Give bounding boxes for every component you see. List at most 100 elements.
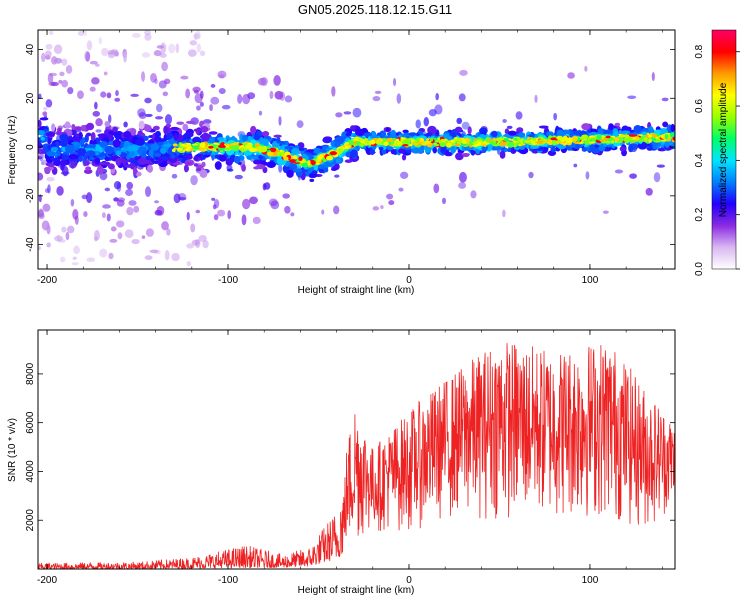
spectrogram-cell bbox=[83, 211, 88, 218]
figure-title: GN05.2025.118.12.15.G11 bbox=[297, 2, 453, 17]
y-tick-label: 40 bbox=[25, 44, 36, 56]
spectrogram-cell bbox=[177, 134, 184, 142]
y-tick-label: 0 bbox=[25, 144, 36, 150]
spectrogram-cell bbox=[86, 40, 93, 51]
spectrogram-cell bbox=[60, 139, 68, 148]
spectrogram-cell bbox=[292, 155, 298, 160]
x-tick-label: 0 bbox=[406, 275, 412, 286]
spectrogram-cell bbox=[444, 140, 449, 143]
spectrogram-cell bbox=[59, 71, 65, 77]
colorbar-tick-label: 0.6 bbox=[694, 99, 705, 113]
spectrogram-cell bbox=[199, 101, 204, 107]
spectrogram-cell bbox=[226, 168, 234, 172]
spectrogram-cell bbox=[77, 90, 84, 100]
spectrogram-cell bbox=[143, 135, 149, 141]
spectrogram-cell bbox=[185, 146, 193, 149]
spectrogram-cell bbox=[86, 192, 93, 204]
spectrogram-cell bbox=[77, 148, 87, 156]
spectrogram-cell bbox=[144, 97, 152, 104]
spectrogram-cell bbox=[44, 188, 50, 193]
spectrogram-cell bbox=[614, 169, 624, 174]
spectrogram-cell bbox=[581, 134, 588, 141]
spectrogram-cell bbox=[193, 32, 198, 41]
spectrogram-cell bbox=[241, 214, 247, 226]
spectrogram-cell bbox=[58, 79, 63, 84]
spectrogram-cell bbox=[507, 148, 512, 153]
spectrogram-cell bbox=[401, 143, 409, 147]
spectrogram-cell bbox=[584, 140, 589, 145]
spectrogram-cell bbox=[202, 119, 212, 125]
spectrogram-cell bbox=[252, 147, 257, 150]
spectrogram-cell bbox=[566, 137, 572, 144]
spectrogram-cell bbox=[70, 198, 75, 207]
spectrogram-cell bbox=[253, 159, 262, 165]
colorbar-tick-label: 0.2 bbox=[694, 207, 705, 221]
spectrogram-cell bbox=[123, 130, 132, 139]
spectrogram-cell bbox=[588, 141, 596, 144]
spectrogram-cell bbox=[38, 129, 46, 136]
spectrogram-cell bbox=[440, 144, 447, 154]
spectrogram-cell bbox=[653, 172, 661, 183]
spectrogram-cell bbox=[109, 238, 118, 243]
spectrogram-cell bbox=[629, 173, 637, 179]
x-tick-label: -100 bbox=[218, 275, 238, 286]
spectrogram-cell bbox=[106, 213, 111, 222]
spectrogram-cell bbox=[420, 145, 425, 150]
spectrogram-cell bbox=[284, 151, 291, 156]
spectrogram-cell bbox=[120, 137, 129, 142]
spectrogram-cell bbox=[185, 120, 196, 124]
x-tick-label: -200 bbox=[37, 575, 57, 586]
spectrogram-cell bbox=[173, 132, 179, 141]
spectrogram-cell bbox=[333, 205, 340, 215]
spectrogram-cell bbox=[108, 252, 114, 260]
spectrogram-cell bbox=[628, 134, 637, 137]
spectrogram-cell bbox=[266, 151, 274, 156]
spectrogram-cell bbox=[56, 150, 61, 157]
spectrogram-cell bbox=[124, 229, 134, 238]
spectrogram-cell bbox=[186, 211, 190, 221]
spectrogram-cell bbox=[284, 205, 291, 214]
spectrogram-cell bbox=[44, 50, 52, 58]
spectrogram-cell bbox=[38, 172, 44, 181]
spectrogram-cell bbox=[144, 255, 153, 260]
x-tick-label: 100 bbox=[582, 275, 599, 286]
spectrogram-cell bbox=[306, 149, 315, 153]
spectrogram-cell bbox=[42, 111, 48, 117]
spectrogram-cell bbox=[356, 141, 362, 145]
spectrogram-cell bbox=[323, 167, 329, 173]
spectrogram-cell bbox=[444, 151, 453, 157]
spectrogram-cell bbox=[456, 117, 463, 124]
spectrogram-cell bbox=[145, 228, 154, 237]
spectrogram-cell bbox=[266, 161, 276, 168]
spectrogram-cell bbox=[57, 155, 62, 160]
spectrogram-cell bbox=[61, 79, 69, 88]
spectrogram-cell bbox=[185, 148, 191, 151]
spectrogram-cell bbox=[446, 142, 452, 148]
spectrogram-cell bbox=[334, 174, 340, 178]
spectrogram-cell bbox=[400, 136, 404, 142]
spectrogram-cell bbox=[500, 141, 507, 146]
spectrogram-cell bbox=[193, 163, 199, 167]
spectrogram-cell bbox=[200, 132, 211, 142]
spectrogram-cell bbox=[450, 145, 456, 154]
spectrogram-cell bbox=[130, 93, 139, 97]
spectrogram-cell bbox=[104, 187, 111, 192]
spectrogram-cell bbox=[651, 72, 655, 82]
x-tick-label: 100 bbox=[582, 575, 599, 586]
spectrogram-cell bbox=[388, 200, 395, 206]
spectrogram-cell bbox=[317, 154, 323, 160]
spectrogram-cell bbox=[183, 144, 191, 147]
spectrogram-cell bbox=[350, 149, 358, 158]
spectrogram-cell bbox=[401, 154, 407, 161]
spectrogram-cell bbox=[246, 155, 253, 160]
spectrogram-cell bbox=[46, 158, 53, 163]
spectrogram-cell bbox=[154, 131, 161, 138]
spectrogram-cell bbox=[145, 113, 153, 117]
spectrogram-cell bbox=[115, 158, 122, 166]
colorbar-tick-label: 0.4 bbox=[694, 153, 705, 167]
spectrogram-cell bbox=[145, 186, 152, 198]
spectrogram-cell bbox=[458, 182, 467, 189]
spectrogram-cell bbox=[611, 140, 615, 143]
spectrogram-cell bbox=[253, 134, 260, 141]
x-tick-label: -200 bbox=[37, 275, 57, 286]
